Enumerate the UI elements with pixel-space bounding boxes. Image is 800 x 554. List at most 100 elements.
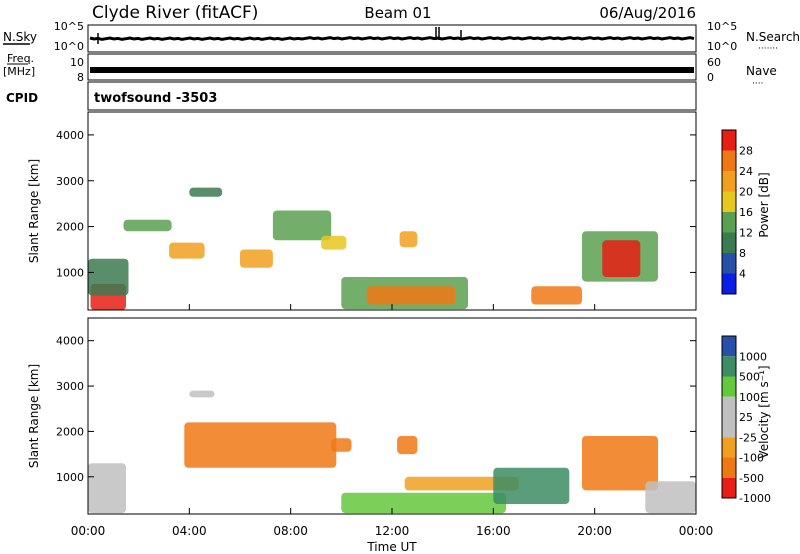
velocity-region-3 [331,438,352,452]
noise-left-tick-bottom: 10^0 [54,40,84,53]
power-region-1 [88,258,129,296]
velocity-colorbar-frame [721,335,737,499]
cpid-panel-frame [87,81,697,111]
power-colorbar-tick-6: 4 [739,268,746,281]
x-tick-label-1: 04:00 [172,524,207,538]
power-region-6 [272,210,332,241]
power-colorbar-cell-4 [722,212,736,233]
x-tick-label-4: 16:00 [476,524,511,538]
power-region-11 [531,286,582,305]
beam-label: Beam 01 [364,4,431,22]
power-colorbar: 28 24 20 16 12 8 4 [721,129,753,295]
power-colorbar-tick-4: 12 [739,227,753,240]
nsky-label: N.Sky [3,30,37,44]
nave-label: Nave [746,64,777,78]
velocity-ytick-label-1: 2000 [56,425,84,438]
power-region-10 [399,231,418,248]
power-colorbar-tick-3: 16 [739,206,753,219]
power-colorbar-cell-7 [722,273,736,294]
velocity-colorbar-label: Velocity [m s⁻¹] [757,365,771,458]
freq-unit-label: [MHz] [3,65,35,78]
x-tick-label-6: 00:00 [679,524,714,538]
power-ytick-label-2: 3000 [56,175,84,188]
power-colorbar-cell-6 [722,253,736,274]
velocity-colorbar-cell-6 [722,457,736,478]
station-title: Clyde River (fitACF) [92,3,258,23]
velocity-colorbar-cell-3 [722,396,736,418]
power-region-3 [169,242,205,259]
velocity-region-9 [645,481,696,514]
noise-right-tick-bottom: 10^0 [707,40,737,53]
velocity-colorbar-tick-4: -25 [739,431,757,444]
velocity-data [88,390,696,514]
power-ytick-label-1: 2000 [56,221,84,234]
freq-trace [90,67,694,73]
power-colorbar-tick-0: 28 [739,145,753,158]
nsearch-dots: ······· [758,44,778,54]
freq-left-tick-top: 10 [70,56,84,69]
power-ylabel: Slant Range [km] [27,159,41,263]
cpid-value: twofsound -3503 [94,91,217,106]
velocity-colorbar-tick-7: -1000 [739,492,771,505]
velocity-colorbar-tick-3: 25 [739,411,753,424]
x-tick-label-5: 20:00 [577,524,612,538]
power-region-4 [189,187,223,197]
power-region-7 [321,235,347,250]
power-colorbar-cell-3 [722,191,736,212]
velocity-axes: 1000 2000 3000 4000 [56,335,697,514]
power-region-2 [123,219,172,232]
velocity-ylabel: Slant Range [km] [27,364,41,468]
x-tick-label-0: 00:00 [71,524,106,538]
cpid-label: CPID [6,91,38,105]
velocity-region-6 [404,476,519,491]
noise-panel-frame [87,24,697,53]
noise-trace [89,27,695,44]
date-label: 06/Aug/2016 [599,4,696,22]
power-colorbar-cell-2 [722,171,736,192]
x-axis-label: Time UT [366,540,417,554]
power-region-9 [366,286,456,305]
velocity-region-5 [341,492,506,514]
velocity-ytick-label-3: 4000 [56,335,84,348]
velocity-colorbar-tick-6: -500 [739,472,764,485]
time-axis-ticks: 00:00 04:00 08:00 12:00 16:00 20:00 00:00 [71,524,714,538]
power-colorbar-cell-0 [722,130,736,151]
velocity-region-2 [184,422,337,468]
velocity-colorbar-cell-0 [722,336,736,357]
power-colorbar-cell-5 [722,232,736,253]
power-colorbar-tick-2: 20 [739,186,753,199]
power-colorbar-cell-1 [722,150,736,171]
velocity-colorbar-cell-1 [722,356,736,377]
nave-dots: ···· [752,79,763,89]
power-ytick-label-3: 4000 [56,129,84,142]
velocity-ytick-label-2: 3000 [56,380,84,393]
freq-right-tick-top: 60 [707,56,721,69]
noise-right-tick-top: 10^5 [707,20,737,33]
power-region-5 [240,249,273,268]
velocity-colorbar-tick-2: 100 [739,391,760,404]
velocity-region-8 [582,436,658,491]
velocity-ytick-label-0: 1000 [56,471,84,484]
power-colorbar-tick-5: 8 [739,247,746,260]
velocity-colorbar-cell-7 [722,477,736,499]
noise-sky-line [89,36,695,41]
power-region-13 [602,240,641,277]
velocity-colorbar-cell-5 [722,437,736,458]
velocity-colorbar: 1000 500 100 25 -25 -100 -500 -1000 [721,335,771,505]
power-data [88,187,658,310]
velocity-colorbar-tick-1: 500 [739,371,760,384]
freq-panel-frame [87,53,697,81]
velocity-region-4 [397,436,418,455]
freq-right-tick-bottom: 0 [707,71,714,84]
velocity-colorbar-cell-4 [722,417,736,438]
power-colorbar-label: Power [dB] [757,172,771,237]
freq-left-tick-bottom: 8 [77,71,84,84]
velocity-colorbar-cell-2 [722,376,736,397]
power-colorbar-frame [721,129,737,295]
velocity-colorbar-tick-5: -100 [739,452,764,465]
x-tick-label-2: 08:00 [273,524,308,538]
velocity-region-7 [493,467,570,504]
nsearch-label: N.Search [746,30,800,44]
